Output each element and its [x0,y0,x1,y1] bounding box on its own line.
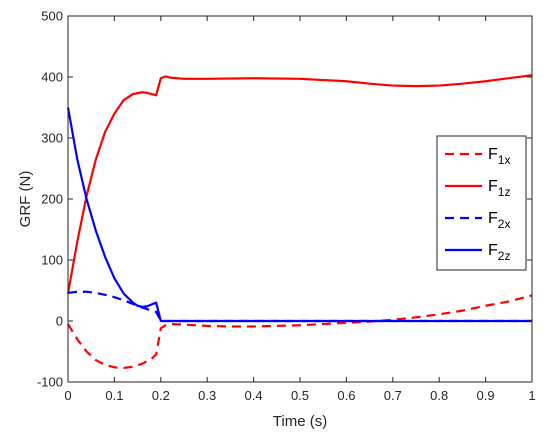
series-layer [66,74,533,370]
y-tick-label: 500 [41,9,63,24]
x-axis-label: Time (s) [273,413,327,430]
series-line-f2z [66,107,532,323]
x-tick-label: 0.9 [477,388,495,403]
x-tick-label: 0.6 [337,388,355,403]
x-tick-label: 0.4 [245,388,263,403]
x-tick-label: 0.7 [384,388,402,403]
y-tick-label: 100 [41,253,63,268]
legend-label-main: F [488,178,498,195]
legend-label-main: F [488,146,498,163]
x-tick-label: 0.3 [198,388,216,403]
x-tick-label: 0 [64,388,71,403]
y-tick-label: 300 [41,131,63,146]
y-axis-label: GRF (N) [17,171,34,228]
legend-label-f2x: F2x [488,210,510,231]
legend-label-subscript: 1z [498,185,511,199]
legend-label-subscript: 2x [498,217,511,231]
legend-label-main: F [488,210,498,227]
y-tick-label: 0 [56,314,63,329]
legend-label-main: F [488,242,498,259]
series-line-f1x [67,294,533,370]
x-tick-label: 0.1 [105,388,123,403]
series-line-f1z [66,74,533,294]
legend-label-f1z: F1z [488,178,510,199]
legend-label-subscript: 2z [498,249,511,263]
legend-label-f1x: F1x [488,146,510,167]
tick-layer: 0 0.1 0.2 0.3 0.4 0.5 0.6 0.7 0.8 0.9 1-1000100200… [37,9,536,404]
legend-box [436,135,527,271]
x-tick-label: 1 [528,388,535,403]
y-tick-label: 400 [41,70,63,85]
legend-label-subscript: 1x [498,153,511,167]
y-tick-label: 200 [41,192,63,207]
x-tick-label: 0.5 [291,388,309,403]
x-tick-label: 0.8 [430,388,448,403]
x-tick-label: 0.2 [152,388,170,403]
legend-label-f2z: F2z [488,242,510,263]
y-tick-label: -100 [37,375,63,390]
